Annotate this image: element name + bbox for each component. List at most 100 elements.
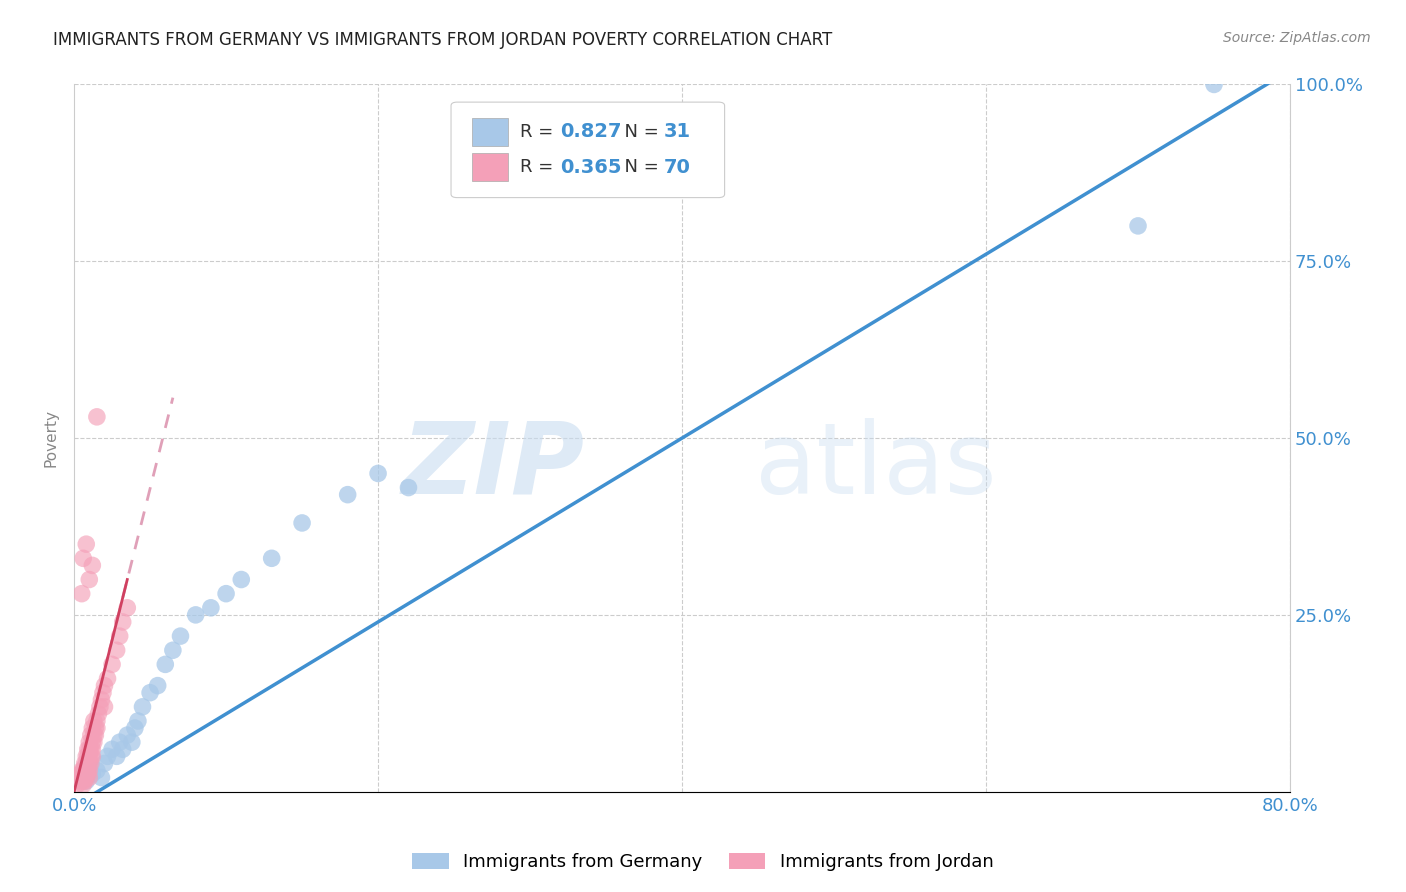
Point	[73, 767, 96, 781]
Point	[75, 771, 97, 785]
Point	[90, 771, 112, 785]
Point	[336, 488, 359, 502]
Point	[1126, 219, 1149, 233]
Point	[70, 767, 93, 781]
Point	[73, 756, 96, 771]
Point	[79, 573, 101, 587]
Point	[291, 516, 314, 530]
Text: atlas: atlas	[755, 417, 997, 515]
Point	[70, 774, 93, 789]
Point	[117, 600, 139, 615]
Point	[72, 778, 94, 792]
Point	[83, 735, 105, 749]
Point	[73, 764, 96, 778]
Point	[75, 756, 97, 771]
Point	[75, 749, 97, 764]
Point	[72, 774, 94, 789]
Point	[101, 657, 124, 672]
Point	[86, 721, 108, 735]
Point	[93, 679, 115, 693]
Point	[215, 587, 238, 601]
Point	[72, 771, 94, 785]
Point	[260, 551, 283, 566]
Point	[398, 481, 420, 495]
Point	[93, 756, 115, 771]
Point	[79, 771, 101, 785]
Point	[76, 764, 98, 778]
Point	[70, 764, 93, 778]
Text: 0.827: 0.827	[561, 122, 621, 141]
Point	[83, 714, 105, 728]
Point	[111, 742, 134, 756]
Point	[84, 728, 107, 742]
Point	[162, 643, 184, 657]
Text: R =: R =	[520, 158, 560, 177]
Point	[79, 764, 101, 778]
Point	[101, 742, 124, 756]
Bar	[471, 118, 508, 146]
Point	[86, 714, 108, 728]
Point	[73, 771, 96, 785]
Point	[67, 774, 90, 789]
Text: N =: N =	[613, 158, 664, 177]
Point	[75, 767, 97, 781]
FancyBboxPatch shape	[451, 102, 724, 198]
Point	[146, 679, 169, 693]
Point	[1202, 78, 1225, 92]
Legend: Immigrants from Germany, Immigrants from Jordan: Immigrants from Germany, Immigrants from…	[405, 846, 1001, 879]
Point	[75, 764, 97, 778]
Point	[73, 774, 96, 789]
Text: 31: 31	[664, 122, 690, 141]
Point	[91, 686, 114, 700]
Point	[75, 537, 97, 551]
Point	[69, 771, 91, 785]
Point	[82, 749, 104, 764]
Point	[69, 767, 91, 781]
Point	[80, 728, 103, 742]
Point	[80, 742, 103, 756]
Point	[96, 749, 118, 764]
Point	[121, 735, 143, 749]
Point	[86, 764, 108, 778]
Point	[76, 756, 98, 771]
Point	[131, 699, 153, 714]
Text: 70: 70	[664, 158, 690, 177]
Point	[79, 756, 101, 771]
Point	[367, 467, 389, 481]
Point	[76, 749, 98, 764]
Text: N =: N =	[613, 123, 664, 141]
Point	[124, 721, 146, 735]
Point	[89, 699, 111, 714]
Point	[66, 778, 89, 792]
Bar	[471, 153, 508, 181]
Point	[117, 728, 139, 742]
Point	[84, 721, 107, 735]
Point	[79, 735, 101, 749]
Point	[108, 629, 131, 643]
Point	[200, 600, 222, 615]
Point	[72, 767, 94, 781]
Point	[70, 771, 93, 785]
Point	[75, 774, 97, 789]
Point	[93, 699, 115, 714]
Point	[96, 672, 118, 686]
Point	[79, 742, 101, 756]
Point	[86, 409, 108, 424]
Point	[72, 764, 94, 778]
Point	[231, 573, 253, 587]
Point	[111, 615, 134, 629]
Y-axis label: Poverty: Poverty	[44, 409, 58, 467]
Point	[82, 767, 104, 781]
Point	[184, 607, 207, 622]
Point	[82, 721, 104, 735]
Point	[105, 749, 128, 764]
Point	[139, 686, 162, 700]
Point	[127, 714, 149, 728]
Point	[169, 629, 191, 643]
Point	[76, 742, 98, 756]
Point	[72, 551, 94, 566]
Text: 0.365: 0.365	[561, 158, 621, 177]
Point	[105, 643, 128, 657]
Text: IMMIGRANTS FROM GERMANY VS IMMIGRANTS FROM JORDAN POVERTY CORRELATION CHART: IMMIGRANTS FROM GERMANY VS IMMIGRANTS FR…	[53, 31, 832, 49]
Point	[82, 742, 104, 756]
